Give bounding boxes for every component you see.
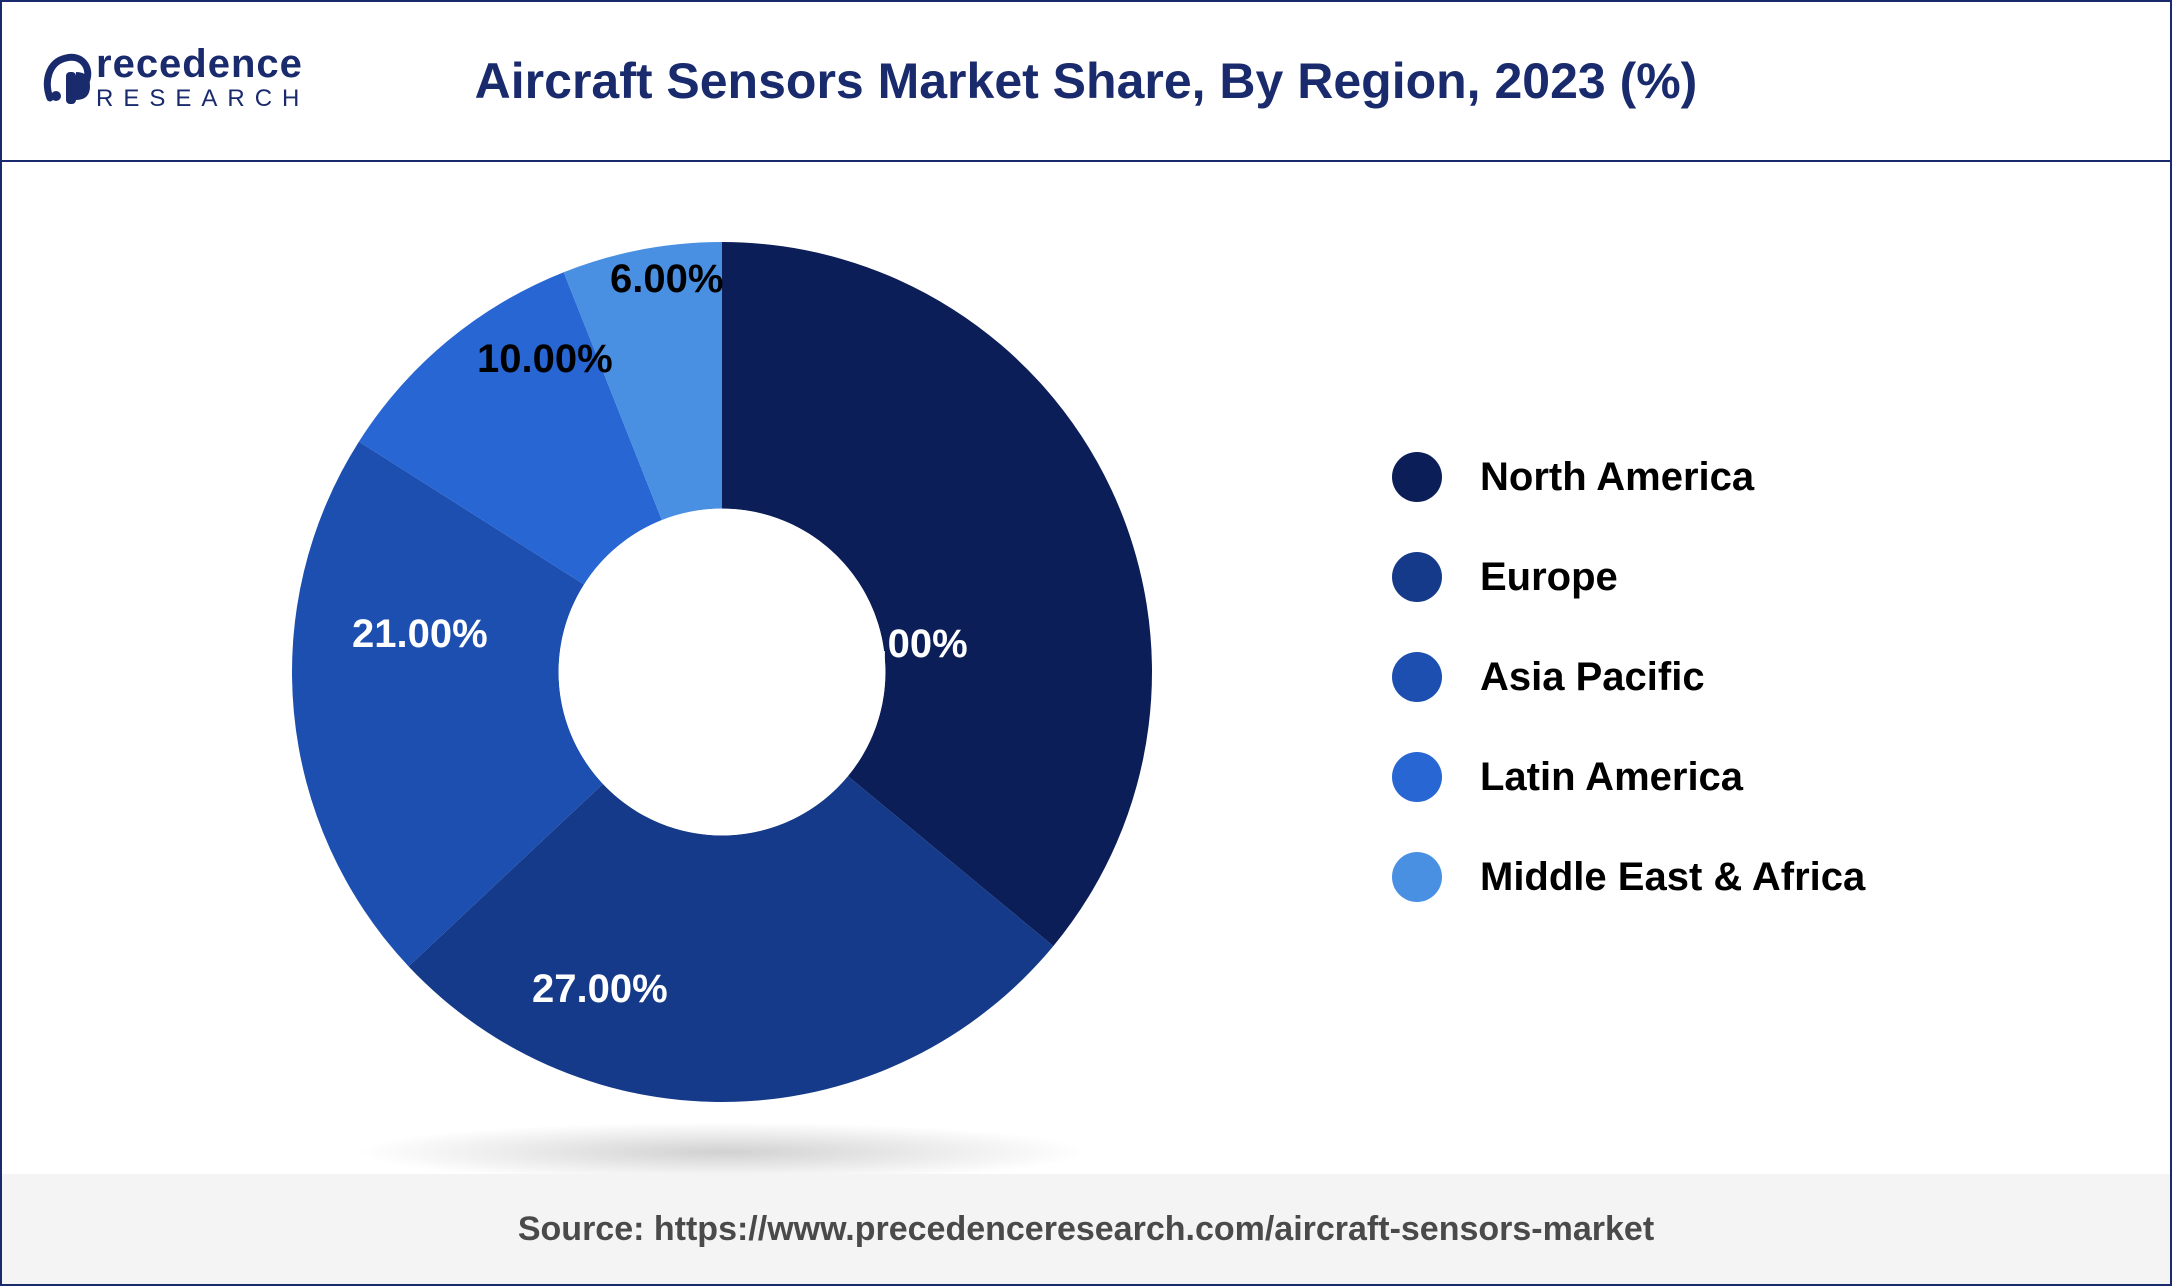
slice-value-label: 36.00% [832,622,968,667]
slice-value-label: 27.00% [532,967,668,1012]
slice-value-label: 21.00% [352,612,488,657]
brand-logo: recedence RESEARCH [42,42,309,113]
donut-svg [272,222,1172,1122]
legend-item: North America [1392,452,1865,502]
legend: North America Europe Asia Pacific Latin Ame… [1392,452,1865,952]
logo-text-block: recedence RESEARCH [96,42,309,113]
legend-label: Asia Pacific [1480,655,1705,700]
legend-item: Europe [1392,552,1865,602]
footer: Source: https://www.precedenceresearch.c… [2,1174,2170,1284]
legend-item: Middle East & Africa [1392,852,1865,902]
chart-body: 36.00% 27.00% 21.00% 10.00% 6.00% North Amer… [2,162,2170,1172]
donut-chart: 36.00% 27.00% 21.00% 10.00% 6.00% [272,222,1172,1122]
logo-brand-name: recedence [96,42,309,87]
source-text: Source: https://www.precedenceresearch.c… [518,1210,1654,1249]
legend-item: Latin America [1392,752,1865,802]
chart-title: Aircraft Sensors Market Share, By Region… [2,52,2170,110]
logo-brand-sub: RESEARCH [96,85,309,113]
chart-container: recedence RESEARCH Aircraft Sensors Mark… [0,0,2172,1286]
legend-label: Europe [1480,555,1618,600]
legend-swatch-icon [1392,552,1442,602]
legend-label: North America [1480,455,1754,500]
legend-swatch-icon [1392,452,1442,502]
slice-value-label: 10.00% [477,337,613,382]
donut-hole [559,509,886,836]
legend-swatch-icon [1392,652,1442,702]
legend-swatch-icon [1392,852,1442,902]
legend-label: Latin America [1480,755,1743,800]
legend-label: Middle East & Africa [1480,855,1865,900]
legend-item: Asia Pacific [1392,652,1865,702]
slice-value-label: 6.00% [610,257,723,302]
legend-swatch-icon [1392,752,1442,802]
header: recedence RESEARCH Aircraft Sensors Mark… [2,2,2170,162]
logo-mark-icon [42,52,94,104]
chart-shadow [352,1122,1092,1182]
